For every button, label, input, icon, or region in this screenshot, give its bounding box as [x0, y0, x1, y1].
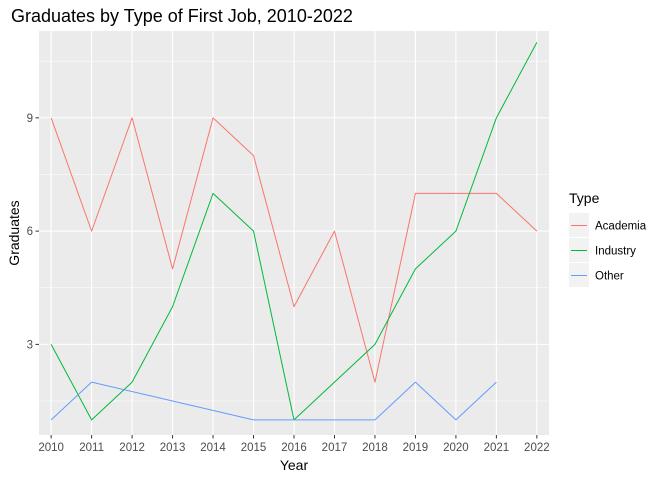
x-tick-label: 2010	[38, 442, 64, 454]
x-tick-label: 2013	[160, 442, 186, 454]
x-tick-label: 2015	[241, 442, 267, 454]
x-tick-label: 2018	[362, 442, 388, 454]
y-axis: 3 6 9	[27, 113, 39, 351]
x-axis-title: Year	[280, 457, 309, 473]
y-tick-label: 9	[27, 113, 33, 125]
y-tick-label: 3	[27, 339, 33, 351]
x-tick-label: 2020	[443, 442, 469, 454]
x-tick-label: 2012	[119, 442, 145, 454]
x-tick-label: 2017	[322, 442, 348, 454]
x-axis: 2010 2011 2012 2013 2014 2015 2016 2017 2018 2019…	[38, 435, 550, 454]
x-tick-label: 2022	[524, 442, 550, 454]
x-tick-label: 2021	[484, 442, 510, 454]
series-line-other	[50, 381, 497, 421]
x-tick-label: 2011	[79, 442, 104, 454]
chart-title: Graduates by Type of First Job, 2010-202…	[11, 6, 353, 26]
legend-label: Academia	[595, 221, 647, 233]
x-tick-label: 2014	[200, 442, 226, 454]
legend: Type Academia Industry Other	[569, 190, 647, 287]
legend-title: Type	[569, 190, 600, 206]
series-lines	[50, 42, 538, 421]
series-line-academia	[50, 117, 538, 383]
y-axis-title: Graduates	[6, 200, 22, 265]
y-tick-label: 6	[27, 226, 33, 238]
legend-label: Industry	[595, 246, 636, 258]
legend-label: Other	[595, 271, 624, 283]
x-tick-label: 2019	[403, 442, 429, 454]
x-tick-label: 2016	[281, 442, 307, 454]
